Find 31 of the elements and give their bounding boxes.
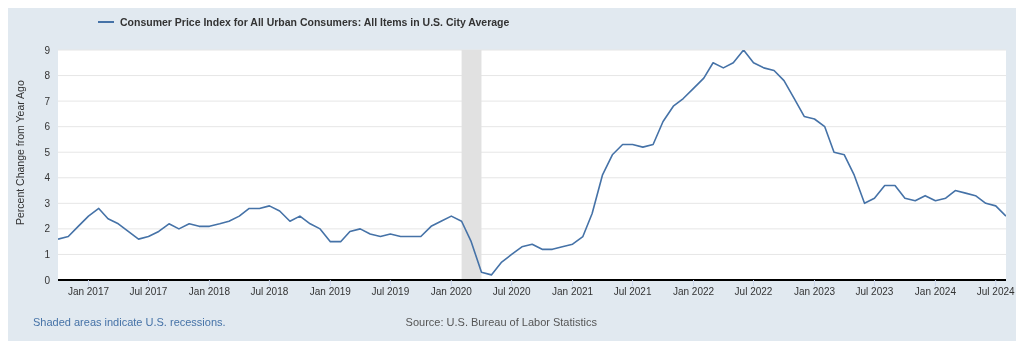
line-series — [58, 50, 1006, 276]
y-axis-title: Percent Change from Year Ago — [13, 80, 26, 225]
x-tick-label: Jan 2017 — [67, 286, 110, 298]
x-tick-label: Jul 2018 — [250, 286, 289, 298]
x-tick-label: Jan 2021 — [552, 286, 594, 298]
y-tick-label: 6 — [44, 121, 51, 133]
y-tick-label: 9 — [44, 44, 51, 56]
x-tick-label: Jul 2021 — [613, 286, 652, 298]
x-tick-label: Jul 2022 — [734, 286, 773, 298]
source-note: Source: U.S. Bureau of Labor Statistics — [405, 316, 597, 328]
y-tick-label: 4 — [44, 172, 51, 184]
y-tick-label: 1 — [44, 248, 51, 260]
text: Shaded areas indicate U.S. recessions. — [33, 316, 226, 328]
y-tick-label: 0 — [44, 274, 51, 286]
x-tick-label: Jul 2020 — [492, 286, 531, 298]
x-tick-label: Jan 2024 — [914, 286, 957, 298]
legend-label: Consumer Price Index for All Urban Consumers: All Items in U.S. City Average — [119, 16, 510, 28]
y-tick-label: 7 — [44, 95, 51, 107]
y-tick-label: 8 — [44, 70, 51, 82]
x-tick-label: Jan 2023 — [793, 286, 836, 298]
y-tick-label: 2 — [44, 223, 51, 235]
x-tick-label: Jul 2023 — [855, 286, 894, 298]
x-tick-label: Jan 2019 — [309, 286, 352, 298]
y-tick-label: 3 — [44, 197, 51, 209]
x-tick-label: Jan 2018 — [188, 286, 231, 298]
x-tick-label: Jul 2019 — [371, 286, 410, 298]
x-tick-label: Jul 2024 — [976, 286, 1016, 298]
x-tick-label: Jan 2020 — [430, 286, 473, 298]
x-tick-label: Jul 2017 — [129, 286, 168, 298]
x-tick-label: Jan 2022 — [672, 286, 715, 298]
y-tick-label: 5 — [44, 146, 51, 158]
